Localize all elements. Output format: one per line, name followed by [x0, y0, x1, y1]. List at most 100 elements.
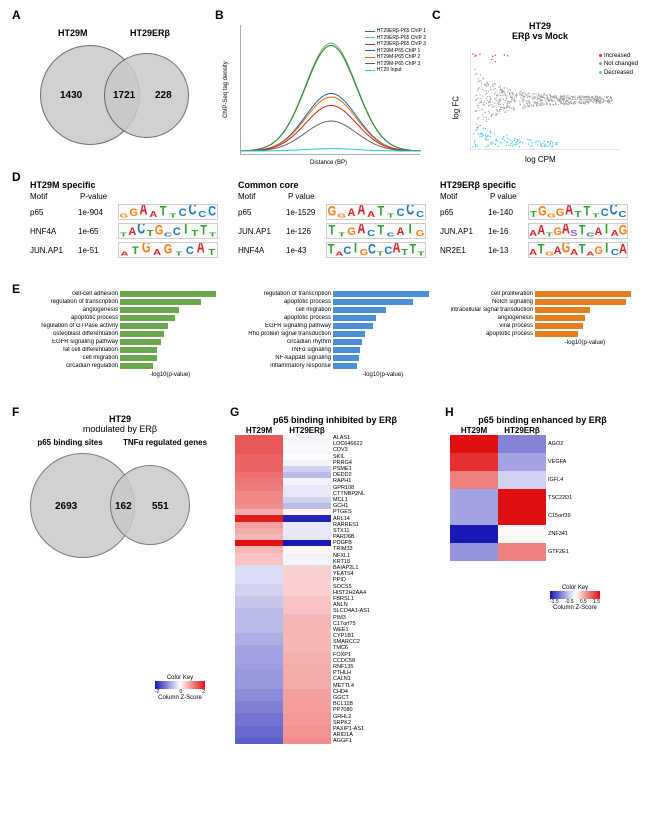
heatmap-gene-label: PRRG4 — [331, 460, 352, 466]
venn-a-right-label: HT29ERβ — [130, 28, 170, 38]
heatmap-gene-label: HIST2H2AA4 — [331, 590, 366, 596]
heatmap-gene-label: KRT18 — [331, 559, 350, 565]
heatmap-gene-label: RAPH1 — [331, 478, 351, 484]
heatmap-cell — [450, 471, 498, 489]
heatmap-gene-label: STX11 — [331, 528, 349, 534]
heatmap-gene-label: YEATS4 — [331, 571, 354, 577]
heatmap-cell — [450, 525, 498, 543]
heatmap-cell — [498, 525, 546, 543]
g-title: p65 binding inhibited by ERβ — [235, 415, 435, 425]
motif-col-title: HT29M specific — [30, 180, 230, 190]
bar-row: apoptotic process — [440, 330, 635, 338]
heatmap-gene-label: PARD6B — [331, 534, 355, 540]
heatmap-row: TSC22D1 — [450, 489, 635, 507]
motif-logo: ATGAGATAGTCA — [528, 242, 628, 258]
c-xlabel: log CPM — [525, 155, 556, 164]
bar-row: cell proliferation — [440, 290, 635, 298]
venn-a-mid-count: 1721 — [113, 90, 135, 101]
venn-f-right-count: 551 — [152, 501, 169, 512]
heatmap-gene-label: TMC6 — [331, 645, 348, 651]
motif-col-header: MotifP-value — [30, 192, 230, 201]
heatmap-gene-label: PAXIP1-AS1 — [331, 726, 364, 732]
motif-col-header: MotifP value — [440, 192, 640, 201]
motif-logo: TGGGATTTCCC — [528, 204, 628, 220]
heatmap-cell — [498, 507, 546, 525]
motif-column: HT29ERβ specific MotifP value p651e-140TGG… — [440, 180, 640, 260]
b-legend: HT29ERβ-P65 ChIP 1HT29ERβ-P65 ChIP 2HT29… — [365, 28, 426, 74]
heatmap-gene-label: PTHLH — [331, 670, 351, 676]
heatmap-gene-label: C17orf75 — [331, 621, 356, 627]
heatmap-cell — [450, 453, 498, 471]
heatmap-gene-label: NFXL1 — [331, 553, 350, 559]
g-heatmap-body: ALAS1LOC646622CDV3SKILPRRG4PSME1DEDD2RAP… — [235, 435, 435, 744]
venn-a-right-count: 228 — [155, 90, 172, 101]
heatmap-gene-label: GPR108 — [331, 485, 354, 491]
heatmap-gene-label: SRPK2 — [331, 720, 351, 726]
label-e: E — [12, 282, 20, 296]
venn-a-left-count: 1430 — [60, 90, 82, 101]
heatmap-gene-label: BAIAP2L1 — [331, 565, 358, 571]
heatmap-gene-label: DEDD2 — [331, 472, 352, 478]
heatmap-gene-label: CYP1B1 — [331, 633, 354, 639]
motif-logo: TACTGCCTTTT — [118, 223, 218, 239]
heatmap-cell — [498, 543, 546, 561]
heatmap-gene-label: IGFL4 — [546, 477, 563, 483]
panel-e-bars: cell-cell adhesionregulation of transcri… — [20, 290, 640, 400]
bar-row: Rho protein signal transduction — [238, 330, 433, 338]
heatmap-cell — [450, 543, 498, 561]
hm-col-header: HT29M — [450, 426, 498, 435]
bar-axis-label: -log10(p-value) — [333, 372, 433, 378]
motif-col-title: HT29ERβ specific — [440, 180, 640, 190]
motif-row: JUN.AP11e-51ATGAGTCAT — [30, 241, 230, 259]
f-left-label: p65 binding sites — [25, 439, 115, 448]
b-xlabel: Distance (BP) — [310, 160, 347, 166]
panel-f-venn: HT29 modulated by ERβ p65 binding sites … — [20, 415, 220, 595]
bar-row: TNFα signaling — [238, 346, 433, 354]
bar-row: circadian regulation — [30, 362, 220, 370]
heatmap-cell — [498, 435, 546, 453]
bar-row: angiogenesis — [440, 314, 635, 322]
heatmap-gene-label: SMARCC2 — [331, 639, 360, 645]
heatmap-gene-label: VEGFA — [546, 459, 566, 465]
hm-col-header: HT29M — [235, 426, 283, 435]
heatmap-gene-label: AGO2 — [546, 441, 563, 447]
c-title: HT29 ERβ vs Mock — [440, 22, 640, 42]
heatmap-gene-label: SKIL — [331, 454, 345, 460]
venn-f-left-count: 2693 — [55, 501, 77, 512]
motif-logo: ATGAGTCAT — [118, 242, 218, 258]
bar-row: regulation of GTPase activity — [30, 322, 220, 330]
heatmap-gene-label: PIM3 — [331, 615, 346, 621]
label-a: A — [12, 8, 21, 22]
heatmap-cell — [450, 489, 498, 507]
heatmap-cell — [450, 435, 498, 453]
heatmap-gene-label: BCL11B — [331, 701, 353, 707]
heatmap-gene-label: ANLN — [331, 602, 348, 608]
motif-row: NR2E11e-13ATGAGATAGTCA — [440, 241, 640, 259]
heatmap-gene-label: PSME1 — [331, 466, 352, 472]
heatmap-gene-label: WEE1 — [331, 627, 349, 633]
key-bar — [155, 681, 205, 689]
panel-g-heatmap: p65 binding inhibited by ERβ HT29MHT29ER… — [235, 415, 435, 825]
bar-column: cell proliferationNotch signalingintrace… — [440, 290, 635, 390]
h-color-key: Color Key-1.5-0.50.51.5Column Z-Score — [550, 585, 600, 611]
heatmap-cell — [235, 738, 283, 744]
bar-row: EGFR signaling pathway — [238, 322, 433, 330]
venn-a-left-label: HT29M — [58, 28, 88, 38]
panel-b-density: ChIP-Seq tag density Distance (BP) HT29E… — [220, 20, 430, 170]
heatmap-gene-label: FBRSL1 — [331, 596, 354, 602]
heatmap-gene-label: CALN1 — [331, 676, 351, 682]
c-legend-item: Increased — [599, 52, 638, 60]
c-plot-area — [470, 50, 620, 150]
heatmap-gene-label: MCL1 — [331, 497, 348, 503]
key-bar — [550, 591, 600, 599]
motif-row: p651e-140TGGGATTTCCC — [440, 203, 640, 221]
f-right-label: TNFα regulated genes — [115, 439, 215, 448]
bar-row: EGFR signaling pathway — [30, 338, 220, 346]
heatmap-row: C15orf39 — [450, 507, 635, 525]
c-legend-item: Not changed — [599, 60, 638, 68]
motif-logo: GGAAATTCCC — [326, 204, 426, 220]
heatmap-gene-label: CHD4 — [331, 689, 348, 695]
motif-row: p651e-1529GGAAATTCCC — [238, 203, 438, 221]
h-col-headers: HT29MHT29ERβ — [450, 426, 635, 435]
heatmap-gene-label: PP7080 — [331, 707, 353, 713]
